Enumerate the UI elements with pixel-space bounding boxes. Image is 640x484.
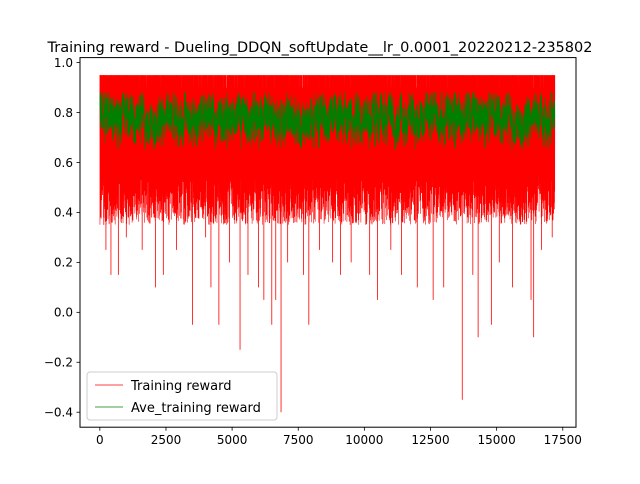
x-tick-label: 17500 — [544, 433, 582, 447]
y-tick-label: −0.2 — [44, 356, 73, 370]
legend-box — [86, 371, 278, 421]
y-tick-label: 1.0 — [54, 56, 73, 70]
y-tick-label: 0.8 — [54, 106, 73, 120]
series-line-ave-training-reward — [99, 91, 556, 151]
x-tick-label: 7500 — [283, 433, 314, 447]
y-tick-label: 0.6 — [54, 156, 73, 170]
legend-label-training-reward: Training reward — [130, 379, 231, 394]
y-tick-label: 0.4 — [54, 206, 73, 220]
plot-frame — [79, 57, 577, 428]
legend: Training reward Ave_training reward — [86, 371, 278, 421]
x-tick-label: 0 — [96, 433, 104, 447]
y-tick-label: 0.2 — [54, 256, 73, 270]
x-tick-label: 10000 — [345, 433, 383, 447]
x-tick-label: 5000 — [217, 433, 248, 447]
x-axis: 0 2500 5000 7500 10000 12500 15000 17500 — [96, 427, 582, 447]
x-tick-label: 2500 — [151, 433, 182, 447]
series-line-training-reward — [99, 75, 556, 225]
y-tick-label: 0.0 — [54, 306, 73, 320]
series-layer — [99, 75, 556, 413]
legend-label-ave-training-reward: Ave_training reward — [131, 401, 261, 416]
x-tick-label: 12500 — [411, 433, 449, 447]
chart-title: Training reward - Dueling_DDQN_softUpdat… — [47, 40, 593, 56]
y-axis: −0.4 −0.2 0.0 0.2 0.4 0.6 0.8 1.0 — [44, 56, 80, 420]
y-tick-label: −0.4 — [44, 406, 73, 420]
x-tick-label: 15000 — [478, 433, 516, 447]
